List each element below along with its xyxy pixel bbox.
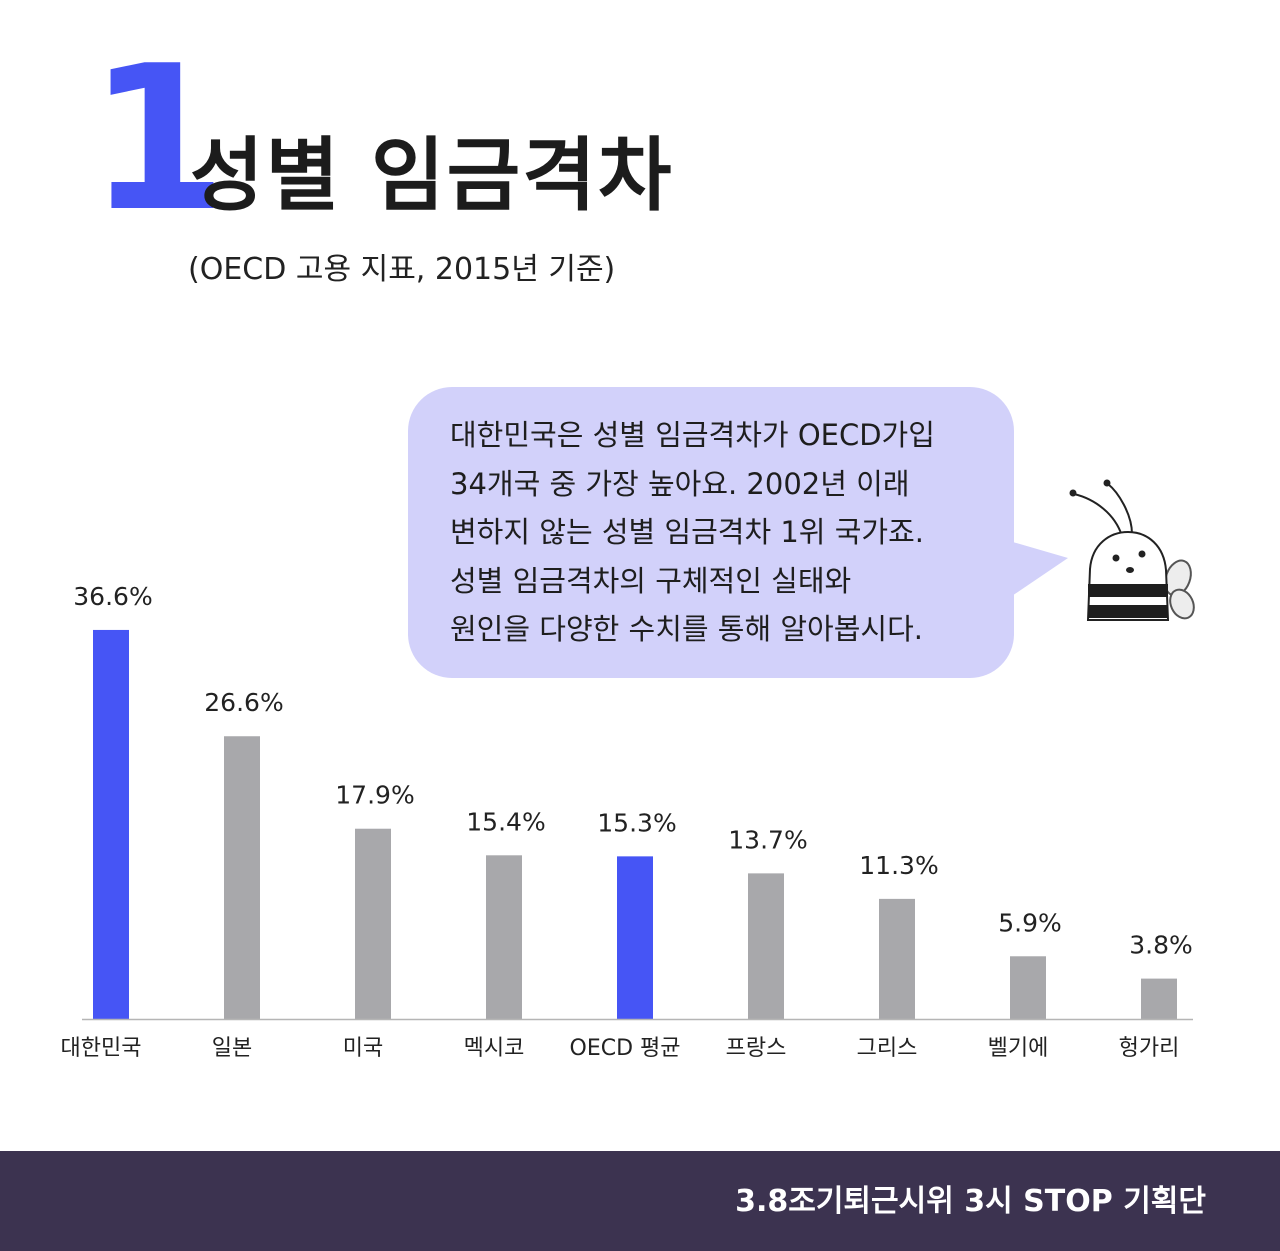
bar-7 xyxy=(1010,956,1046,1019)
category-label-2: 미국 xyxy=(343,1036,383,1061)
footer-bar: 3.8조기퇴근시위 3시 STOP 기획단 xyxy=(0,1151,1280,1251)
category-label-1: 일본 xyxy=(212,1036,252,1061)
speech-bubble: 대한민국은 성별 임금격차가 OECD가입 34개국 중 가장 높아요. 200… xyxy=(408,387,1014,678)
data-label-4: 15.3% xyxy=(597,808,676,837)
bar-8 xyxy=(1141,978,1177,1019)
page-title: 성별 임금격차 xyxy=(190,129,674,222)
bubble-line-5: 원인을 다양한 수치를 통해 알아봅시다. xyxy=(450,612,923,646)
category-label-7: 벨기에 xyxy=(988,1036,1049,1061)
data-label-8: 3.8% xyxy=(1129,931,1193,960)
bar-4 xyxy=(617,856,653,1019)
bubble-line-1: 대한민국은 성별 임금격차가 OECD가입 xyxy=(450,418,935,452)
footer-credit: 3.8조기퇴근시위 3시 STOP 기획단 xyxy=(735,1184,1206,1219)
bar-5 xyxy=(748,873,784,1019)
data-label-3: 15.4% xyxy=(466,807,545,836)
speech-bubble-tail xyxy=(1006,540,1068,600)
bar-0 xyxy=(93,629,129,1019)
bubble-line-3: 변하지 않는 성별 임금격차 1위 국가죠. xyxy=(450,515,924,549)
category-label-6: 그리스 xyxy=(857,1036,918,1061)
data-label-0: 36.6% xyxy=(73,582,152,611)
bar-1 xyxy=(224,736,260,1019)
bar-3 xyxy=(486,855,522,1019)
data-label-6: 11.3% xyxy=(859,851,938,880)
bar-chart: 36.6% 대한민국 26.6% 일본 17.9% 미국 15.4% 멕시코 15.3% OECD… xyxy=(61,582,1193,1061)
data-label-7: 5.9% xyxy=(998,908,1062,937)
category-label-4: OECD 평균 xyxy=(570,1036,681,1061)
category-label-3: 멕시코 xyxy=(464,1036,525,1061)
bar-6 xyxy=(879,898,915,1019)
bee-mascot-icon xyxy=(1069,479,1195,621)
category-label-5: 프랑스 xyxy=(726,1036,787,1061)
section-number: 1 xyxy=(88,23,228,256)
page-subtitle: (OECD 고용 지표, 2015년 기준) xyxy=(188,252,616,287)
data-label-1: 26.6% xyxy=(204,688,283,717)
bar-2 xyxy=(355,828,391,1019)
category-label-0: 대한민국 xyxy=(61,1036,142,1061)
bubble-line-2: 34개국 중 가장 높아요. 2002년 이래 xyxy=(450,466,910,501)
category-label-8: 헝가리 xyxy=(1119,1036,1180,1061)
bubble-line-4: 성별 임금격차의 구체적인 실태와 xyxy=(450,563,852,598)
data-label-2: 17.9% xyxy=(335,781,414,810)
data-label-5: 13.7% xyxy=(728,825,807,854)
